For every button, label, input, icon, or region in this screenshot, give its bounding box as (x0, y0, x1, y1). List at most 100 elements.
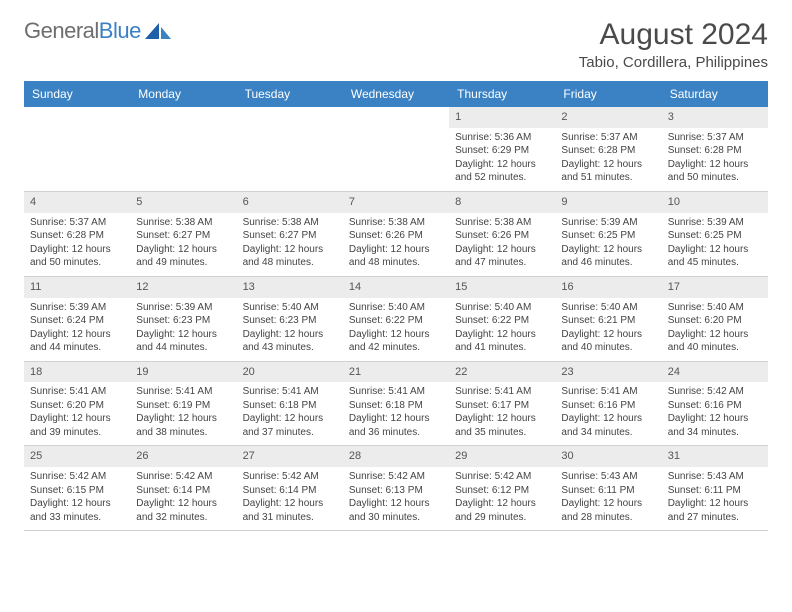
day-cell: 13Sunrise: 5:40 AMSunset: 6:23 PMDayligh… (237, 277, 343, 361)
day-info: Sunrise: 5:40 AMSunset: 6:21 PMDaylight:… (555, 301, 661, 355)
daylight-text: Daylight: 12 hours and 50 minutes. (30, 243, 124, 270)
day-info: Sunrise: 5:42 AMSunset: 6:15 PMDaylight:… (24, 470, 130, 524)
sunrise-text: Sunrise: 5:39 AM (136, 301, 230, 315)
sunrise-text: Sunrise: 5:39 AM (668, 216, 762, 230)
day-cell (24, 107, 130, 191)
day-info: Sunrise: 5:40 AMSunset: 6:22 PMDaylight:… (449, 301, 555, 355)
day-info: Sunrise: 5:39 AMSunset: 6:25 PMDaylight:… (555, 216, 661, 270)
daylight-text: Daylight: 12 hours and 52 minutes. (455, 158, 549, 185)
day-cell: 25Sunrise: 5:42 AMSunset: 6:15 PMDayligh… (24, 446, 130, 530)
day-info: Sunrise: 5:40 AMSunset: 6:23 PMDaylight:… (237, 301, 343, 355)
sunrise-text: Sunrise: 5:38 AM (455, 216, 549, 230)
daylight-text: Daylight: 12 hours and 29 minutes. (455, 497, 549, 524)
day-info: Sunrise: 5:40 AMSunset: 6:20 PMDaylight:… (662, 301, 768, 355)
sunrise-text: Sunrise: 5:43 AM (668, 470, 762, 484)
day-cell: 1Sunrise: 5:36 AMSunset: 6:29 PMDaylight… (449, 107, 555, 191)
daylight-text: Daylight: 12 hours and 40 minutes. (561, 328, 655, 355)
day-cell: 20Sunrise: 5:41 AMSunset: 6:18 PMDayligh… (237, 362, 343, 446)
sunset-text: Sunset: 6:26 PM (349, 229, 443, 243)
day-number: 10 (662, 192, 768, 213)
sunset-text: Sunset: 6:28 PM (30, 229, 124, 243)
day-number: 28 (343, 446, 449, 467)
day-cell: 14Sunrise: 5:40 AMSunset: 6:22 PMDayligh… (343, 277, 449, 361)
day-cell (343, 107, 449, 191)
day-info: Sunrise: 5:41 AMSunset: 6:17 PMDaylight:… (449, 385, 555, 439)
week-row: 11Sunrise: 5:39 AMSunset: 6:24 PMDayligh… (24, 277, 768, 362)
sunset-text: Sunset: 6:27 PM (136, 229, 230, 243)
day-number: 14 (343, 277, 449, 298)
sunrise-text: Sunrise: 5:41 AM (561, 385, 655, 399)
day-number: 4 (24, 192, 130, 213)
title-block: August 2024 Tabio, Cordillera, Philippin… (579, 18, 768, 71)
sunset-text: Sunset: 6:20 PM (668, 314, 762, 328)
sunrise-text: Sunrise: 5:42 AM (243, 470, 337, 484)
day-cell: 26Sunrise: 5:42 AMSunset: 6:14 PMDayligh… (130, 446, 236, 530)
day-cell: 2Sunrise: 5:37 AMSunset: 6:28 PMDaylight… (555, 107, 661, 191)
day-cell: 30Sunrise: 5:43 AMSunset: 6:11 PMDayligh… (555, 446, 661, 530)
day-info: Sunrise: 5:37 AMSunset: 6:28 PMDaylight:… (662, 131, 768, 185)
day-info: Sunrise: 5:41 AMSunset: 6:16 PMDaylight:… (555, 385, 661, 439)
sunrise-text: Sunrise: 5:41 AM (455, 385, 549, 399)
day-cell: 11Sunrise: 5:39 AMSunset: 6:24 PMDayligh… (24, 277, 130, 361)
weekday-fri: Friday (555, 81, 661, 107)
daylight-text: Daylight: 12 hours and 37 minutes. (243, 412, 337, 439)
day-number: 1 (449, 107, 555, 128)
weekday-header: Sunday Monday Tuesday Wednesday Thursday… (24, 81, 768, 107)
sunrise-text: Sunrise: 5:38 AM (349, 216, 443, 230)
day-info: Sunrise: 5:39 AMSunset: 6:25 PMDaylight:… (662, 216, 768, 270)
sunrise-text: Sunrise: 5:38 AM (136, 216, 230, 230)
day-info: Sunrise: 5:39 AMSunset: 6:23 PMDaylight:… (130, 301, 236, 355)
daylight-text: Daylight: 12 hours and 34 minutes. (561, 412, 655, 439)
sunset-text: Sunset: 6:16 PM (668, 399, 762, 413)
sunset-text: Sunset: 6:19 PM (136, 399, 230, 413)
day-cell: 29Sunrise: 5:42 AMSunset: 6:12 PMDayligh… (449, 446, 555, 530)
sunrise-text: Sunrise: 5:40 AM (561, 301, 655, 315)
day-number: 6 (237, 192, 343, 213)
sunset-text: Sunset: 6:28 PM (561, 144, 655, 158)
day-number: 31 (662, 446, 768, 467)
daylight-text: Daylight: 12 hours and 44 minutes. (136, 328, 230, 355)
day-cell: 8 Sunrise: 5:38 AMSunset: 6:26 PMDaylight… (449, 192, 555, 276)
sunrise-text: Sunrise: 5:39 AM (30, 301, 124, 315)
weekday-thu: Thursday (449, 81, 555, 107)
sunrise-text: Sunrise: 5:41 AM (30, 385, 124, 399)
day-info: Sunrise: 5:43 AMSunset: 6:11 PMDaylight:… (662, 470, 768, 524)
daylight-text: Daylight: 12 hours and 30 minutes. (349, 497, 443, 524)
day-info: Sunrise: 5:37 AMSunset: 6:28 PMDaylight:… (24, 216, 130, 270)
day-cell: 9Sunrise: 5:39 AMSunset: 6:25 PMDaylight… (555, 192, 661, 276)
sunrise-text: Sunrise: 5:37 AM (668, 131, 762, 145)
day-number: 12 (130, 277, 236, 298)
sunset-text: Sunset: 6:18 PM (349, 399, 443, 413)
day-number: 24 (662, 362, 768, 383)
sunset-text: Sunset: 6:18 PM (243, 399, 337, 413)
day-number (24, 107, 130, 125)
daylight-text: Daylight: 12 hours and 43 minutes. (243, 328, 337, 355)
calendar: Sunday Monday Tuesday Wednesday Thursday… (24, 81, 768, 531)
month-title: August 2024 (579, 18, 768, 52)
day-number: 8 (449, 192, 555, 213)
sunrise-text: Sunrise: 5:40 AM (243, 301, 337, 315)
sunrise-text: Sunrise: 5:41 AM (349, 385, 443, 399)
day-cell: 24Sunrise: 5:42 AMSunset: 6:16 PMDayligh… (662, 362, 768, 446)
day-cell: 10 Sunrise: 5:39 AMSunset: 6:25 PMDayligh… (662, 192, 768, 276)
logo-word1: General (24, 18, 99, 43)
day-cell: 21Sunrise: 5:41 AMSunset: 6:18 PMDayligh… (343, 362, 449, 446)
sunrise-text: Sunrise: 5:40 AM (349, 301, 443, 315)
day-info: Sunrise: 5:42 AMSunset: 6:12 PMDaylight:… (449, 470, 555, 524)
daylight-text: Daylight: 12 hours and 44 minutes. (30, 328, 124, 355)
day-info: Sunrise: 5:38 AMSunset: 6:27 PMDaylight:… (237, 216, 343, 270)
daylight-text: Daylight: 12 hours and 34 minutes. (668, 412, 762, 439)
daylight-text: Daylight: 12 hours and 50 minutes. (668, 158, 762, 185)
day-info: Sunrise: 5:38 AMSunset: 6:26 PMDaylight:… (449, 216, 555, 270)
day-cell: 31 Sunrise: 5:43 AMSunset: 6:11 PMDayligh… (662, 446, 768, 530)
weeks-container: 1Sunrise: 5:36 AMSunset: 6:29 PMDaylight… (24, 107, 768, 531)
week-row: 25Sunrise: 5:42 AMSunset: 6:15 PMDayligh… (24, 446, 768, 531)
sunset-text: Sunset: 6:11 PM (561, 484, 655, 498)
day-cell: 16Sunrise: 5:40 AMSunset: 6:21 PMDayligh… (555, 277, 661, 361)
daylight-text: Daylight: 12 hours and 39 minutes. (30, 412, 124, 439)
sunset-text: Sunset: 6:17 PM (455, 399, 549, 413)
sunset-text: Sunset: 6:22 PM (455, 314, 549, 328)
brand-logo: GeneralBlue (24, 18, 171, 44)
sunset-text: Sunset: 6:20 PM (30, 399, 124, 413)
sunrise-text: Sunrise: 5:43 AM (561, 470, 655, 484)
